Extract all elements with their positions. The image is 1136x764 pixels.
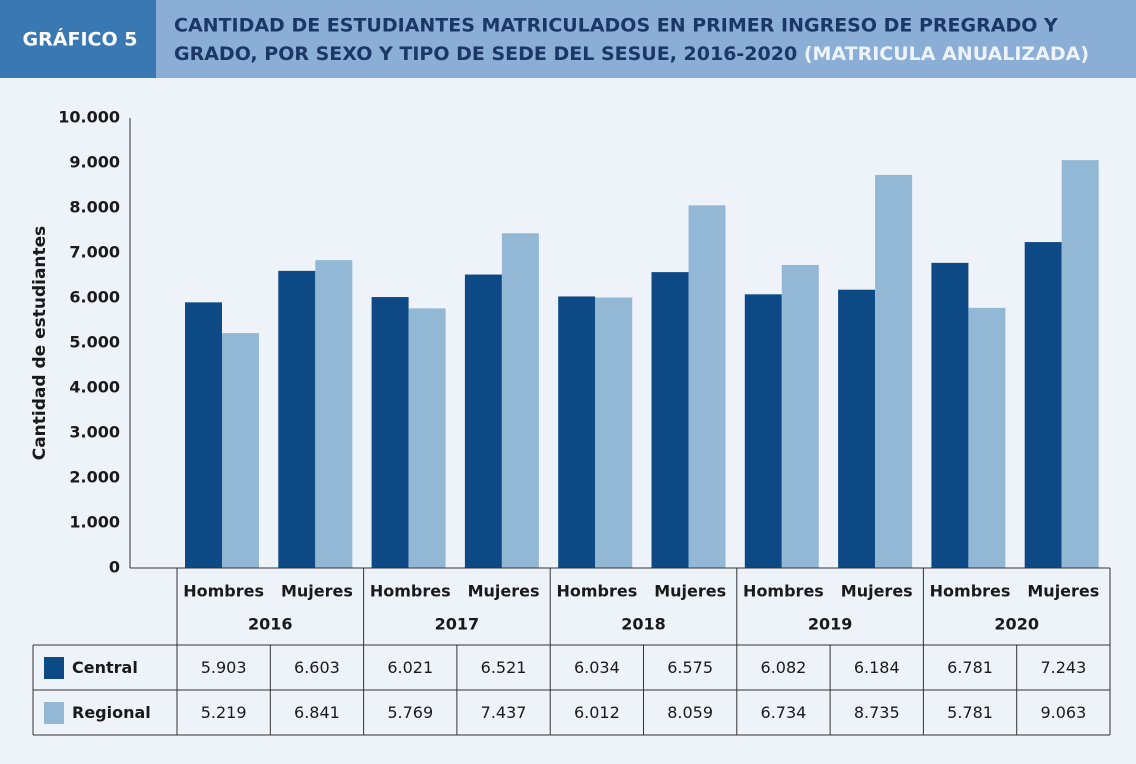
chart-title-line: GRADO, POR SEXO Y TIPO DE SEDE DEL SESUE…: [174, 43, 797, 65]
y-tick-label: 10.000: [58, 108, 120, 127]
header-title-box: [156, 0, 1136, 78]
y-tick-label: 0: [109, 558, 120, 577]
y-tick-label: 6.000: [69, 288, 120, 307]
y-tick-label: 1.000: [69, 513, 120, 532]
group-label: 2020: [994, 615, 1039, 634]
y-tick-label: 8.000: [69, 198, 120, 217]
table-value: 6.021: [387, 658, 433, 677]
x-tick-label: Hombres: [743, 582, 824, 601]
table-value: 5.769: [387, 703, 433, 722]
bar: [501, 233, 539, 568]
table-value: 9.063: [1040, 703, 1086, 722]
chart-subtitle: (MATRICULA ANUALIZADA): [804, 43, 1089, 65]
table-value: 6.184: [854, 658, 900, 677]
x-tick-label: Hombres: [183, 582, 264, 601]
bar: [185, 302, 222, 568]
group-label: 2019: [808, 615, 853, 634]
legend-swatch: [44, 657, 64, 679]
y-tick-label: 4.000: [69, 378, 120, 397]
bar: [595, 297, 633, 568]
table-value: 8.059: [667, 703, 713, 722]
x-tick-label: Mujeres: [281, 582, 353, 601]
bar: [278, 270, 316, 568]
bar: [558, 296, 596, 568]
y-tick-label: 2.000: [69, 468, 120, 487]
header-label-box: [0, 0, 156, 78]
bar: [968, 307, 1006, 568]
bar: [838, 289, 876, 568]
x-tick-label: Mujeres: [468, 582, 540, 601]
y-tick-label: 5.000: [69, 333, 120, 352]
table-value: 5.781: [947, 703, 993, 722]
x-tick-label: Hombres: [556, 582, 637, 601]
bar: [781, 264, 819, 568]
bar: [744, 294, 782, 568]
bar: [1024, 242, 1062, 568]
chart-title: GRADO, POR SEXO Y TIPO DE SEDE DEL SESUE…: [174, 43, 1089, 65]
table-value: 6.012: [574, 703, 620, 722]
x-tick-label: Mujeres: [1027, 582, 1099, 601]
bar: [371, 297, 409, 568]
table-value: 6.034: [574, 658, 620, 677]
table-value: 6.521: [481, 658, 527, 677]
x-tick-label: Hombres: [370, 582, 451, 601]
table-value: 6.082: [761, 658, 807, 677]
bar: [651, 272, 689, 568]
table-value: 6.575: [667, 658, 713, 677]
table-value: 6.781: [947, 658, 993, 677]
y-tick-label: 7.000: [69, 243, 120, 262]
x-tick-label: Mujeres: [841, 582, 913, 601]
bar: [315, 260, 353, 568]
y-tick-label: 3.000: [69, 423, 120, 442]
group-label: 2018: [621, 615, 666, 634]
x-tick-label: Mujeres: [654, 582, 726, 601]
legend-label: Central: [72, 658, 138, 677]
bar: [688, 205, 726, 568]
table-value: 7.243: [1040, 658, 1086, 677]
bar: [1061, 160, 1099, 569]
y-axis-label: Cantidad de estudiantes: [30, 226, 50, 461]
bar: [931, 262, 969, 568]
group-label: 2016: [248, 615, 293, 634]
table-value: 6.603: [294, 658, 340, 677]
x-tick-label: Hombres: [930, 582, 1011, 601]
chart-title: CANTIDAD DE ESTUDIANTES MATRICULADOS EN …: [174, 15, 1058, 37]
table-value: 6.734: [761, 703, 807, 722]
table-value: 5.219: [201, 703, 247, 722]
table-value: 6.841: [294, 703, 340, 722]
bar: [408, 308, 446, 568]
table-value: 5.903: [201, 658, 247, 677]
group-label: 2017: [435, 615, 480, 634]
legend-label: Regional: [72, 703, 151, 722]
table-value: 8.735: [854, 703, 900, 722]
table-value: 7.437: [481, 703, 527, 722]
bar: [464, 274, 502, 568]
chart-label: GRÁFICO 5: [23, 28, 138, 51]
y-tick-label: 9.000: [69, 153, 120, 172]
bar: [875, 174, 913, 569]
bar: [222, 333, 259, 568]
legend-swatch: [44, 702, 64, 724]
